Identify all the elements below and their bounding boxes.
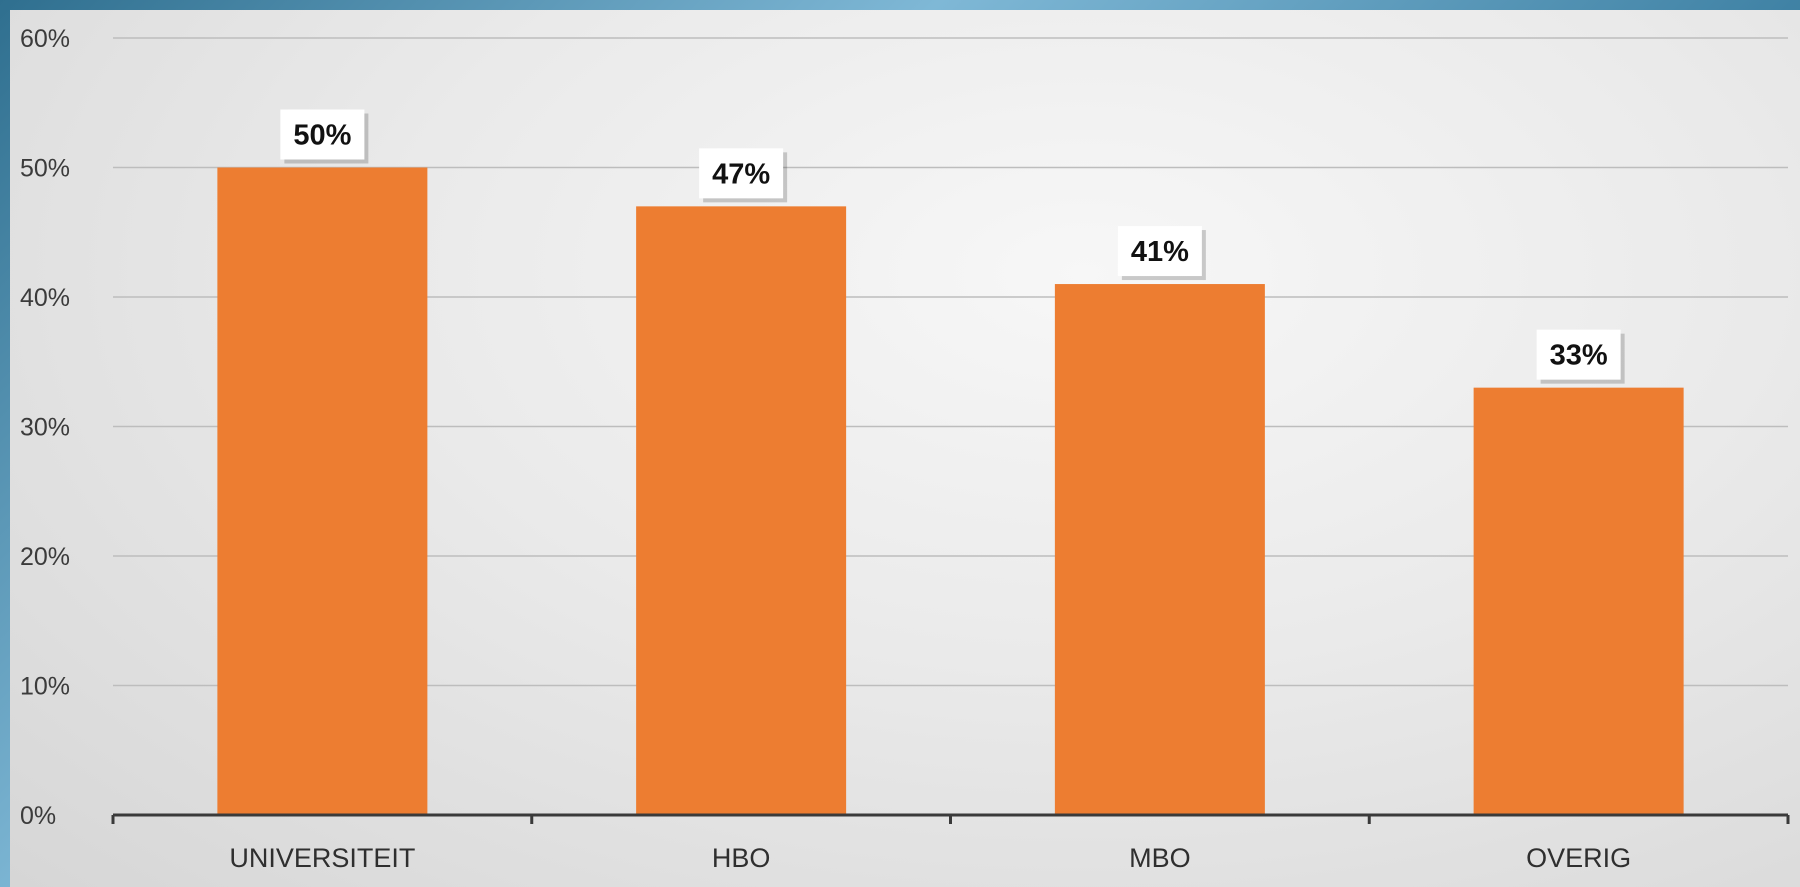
data-label-box bbox=[699, 148, 784, 199]
bar bbox=[636, 206, 847, 816]
y-tick-label: 0% bbox=[20, 802, 56, 830]
y-tick-label: 50% bbox=[20, 155, 70, 183]
x-tick-label: OVERIG bbox=[1526, 843, 1631, 873]
data-label: 33% bbox=[1550, 340, 1608, 372]
x-tick-label: HBO bbox=[712, 843, 771, 873]
data-label: 41% bbox=[1131, 236, 1189, 268]
y-tick-label: 40% bbox=[20, 284, 70, 312]
data-label: 50% bbox=[293, 120, 351, 152]
y-tick-label: 20% bbox=[20, 543, 70, 571]
y-tick-label: 10% bbox=[20, 673, 70, 701]
x-axis-category-labels: UNIVERSITEIT HBO MBO OVERIG bbox=[229, 843, 1631, 873]
data-label-box bbox=[280, 109, 365, 160]
data-labels: 50% 47% 41% 33% bbox=[280, 109, 1625, 384]
x-axis bbox=[111, 813, 1790, 824]
x-tick-label: UNIVERSITEIT bbox=[229, 843, 415, 873]
y-tick-label: 60% bbox=[20, 25, 70, 53]
y-axis-tick-labels: 0% 10% 20% 30% 40% 50% 60% bbox=[20, 25, 70, 830]
data-label-box bbox=[1117, 226, 1202, 277]
bar bbox=[217, 167, 428, 815]
y-tick-label: 30% bbox=[20, 414, 70, 442]
x-tick-label: MBO bbox=[1129, 843, 1191, 873]
data-label-box bbox=[1536, 329, 1621, 380]
data-label: 47% bbox=[712, 158, 770, 190]
bar bbox=[1054, 284, 1265, 815]
bar bbox=[1473, 387, 1684, 815]
bars bbox=[217, 167, 1684, 816]
